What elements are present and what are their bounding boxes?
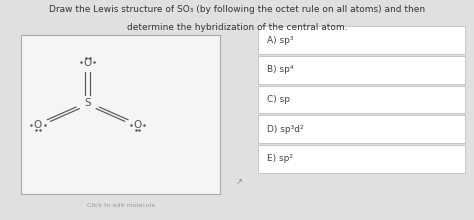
FancyBboxPatch shape [258, 56, 465, 84]
Text: determine the hybridization of the central atom.: determine the hybridization of the centr… [127, 23, 347, 32]
Text: Click to edit molecule: Click to edit molecule [87, 203, 155, 208]
FancyBboxPatch shape [21, 35, 220, 194]
Text: O: O [133, 120, 142, 130]
FancyBboxPatch shape [258, 145, 465, 173]
FancyBboxPatch shape [258, 26, 465, 54]
Text: O: O [34, 120, 42, 130]
FancyBboxPatch shape [258, 116, 465, 143]
Text: S: S [84, 98, 91, 108]
Text: Draw the Lewis structure of SO₃ (by following the octet rule on all atoms) and t: Draw the Lewis structure of SO₃ (by foll… [49, 6, 425, 15]
Text: O: O [83, 58, 92, 68]
Text: A) sp³: A) sp³ [267, 36, 293, 45]
Text: E) sp²: E) sp² [267, 154, 293, 163]
Text: D) sp³d²: D) sp³d² [267, 125, 303, 134]
FancyBboxPatch shape [258, 86, 465, 113]
Text: C) sp: C) sp [267, 95, 290, 104]
Text: ↗: ↗ [236, 177, 243, 186]
Text: B) sp⁴: B) sp⁴ [267, 65, 293, 74]
